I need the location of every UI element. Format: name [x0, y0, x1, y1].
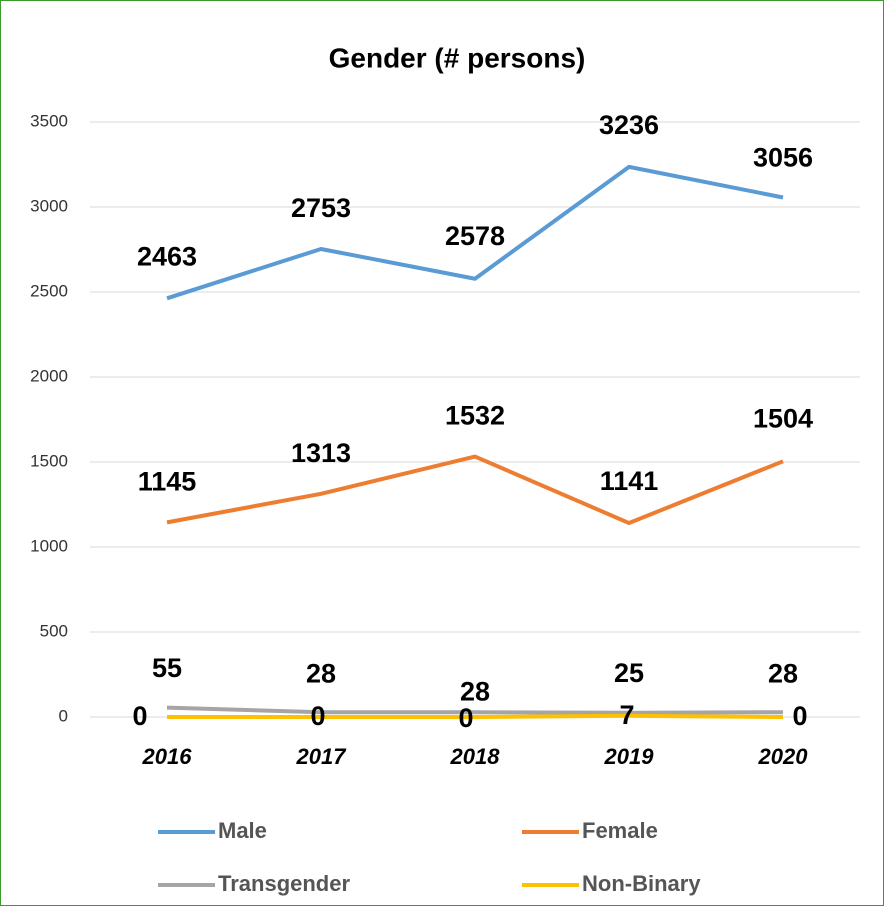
data-label: 2753	[291, 193, 351, 223]
data-label: 1504	[753, 403, 813, 433]
legend-label: Non-Binary	[582, 871, 701, 896]
data-label: 0	[792, 701, 807, 731]
data-label: 3236	[599, 110, 659, 140]
data-label: 7	[619, 700, 634, 730]
x-tick-label: 2019	[604, 744, 655, 769]
data-label: 2463	[137, 241, 197, 271]
series-line	[167, 713, 784, 719]
x-tick-label: 2020	[758, 744, 809, 769]
data-label: 1532	[445, 401, 505, 431]
data-label: 1313	[291, 438, 351, 468]
y-tick-label: 500	[40, 621, 68, 640]
data-label: 28	[306, 658, 336, 688]
data-label: 0	[310, 701, 325, 731]
y-tick-label: 0	[59, 706, 68, 725]
chart-title: Gender (# persons)	[329, 42, 586, 73]
x-tick-label: 2016	[142, 744, 193, 769]
data-label: 1141	[600, 466, 659, 496]
data-label: 28	[460, 676, 490, 706]
legend-label: Female	[582, 818, 658, 843]
y-tick-label: 3500	[30, 111, 68, 130]
y-tick-label: 1500	[30, 451, 68, 470]
y-tick-label: 2500	[30, 281, 68, 300]
y-tick-label: 1000	[30, 536, 68, 555]
data-label: 28	[768, 658, 798, 688]
legend-label: Transgender	[218, 871, 350, 896]
x-tick-label: 2017	[296, 744, 348, 769]
y-tick-label: 3000	[30, 196, 68, 215]
data-label: 1145	[138, 466, 197, 496]
data-label: 25	[614, 658, 644, 688]
data-label: 0	[458, 703, 473, 733]
x-tick-label: 2018	[450, 744, 501, 769]
y-tick-label: 2000	[30, 366, 68, 385]
series-line	[166, 164, 784, 301]
data-label: 0	[132, 701, 147, 731]
data-label: 55	[152, 653, 182, 683]
legend-label: Male	[218, 818, 267, 843]
data-label: 3056	[753, 143, 813, 173]
data-label: 2578	[445, 221, 505, 251]
series-line	[166, 454, 784, 526]
series-line	[166, 705, 784, 715]
